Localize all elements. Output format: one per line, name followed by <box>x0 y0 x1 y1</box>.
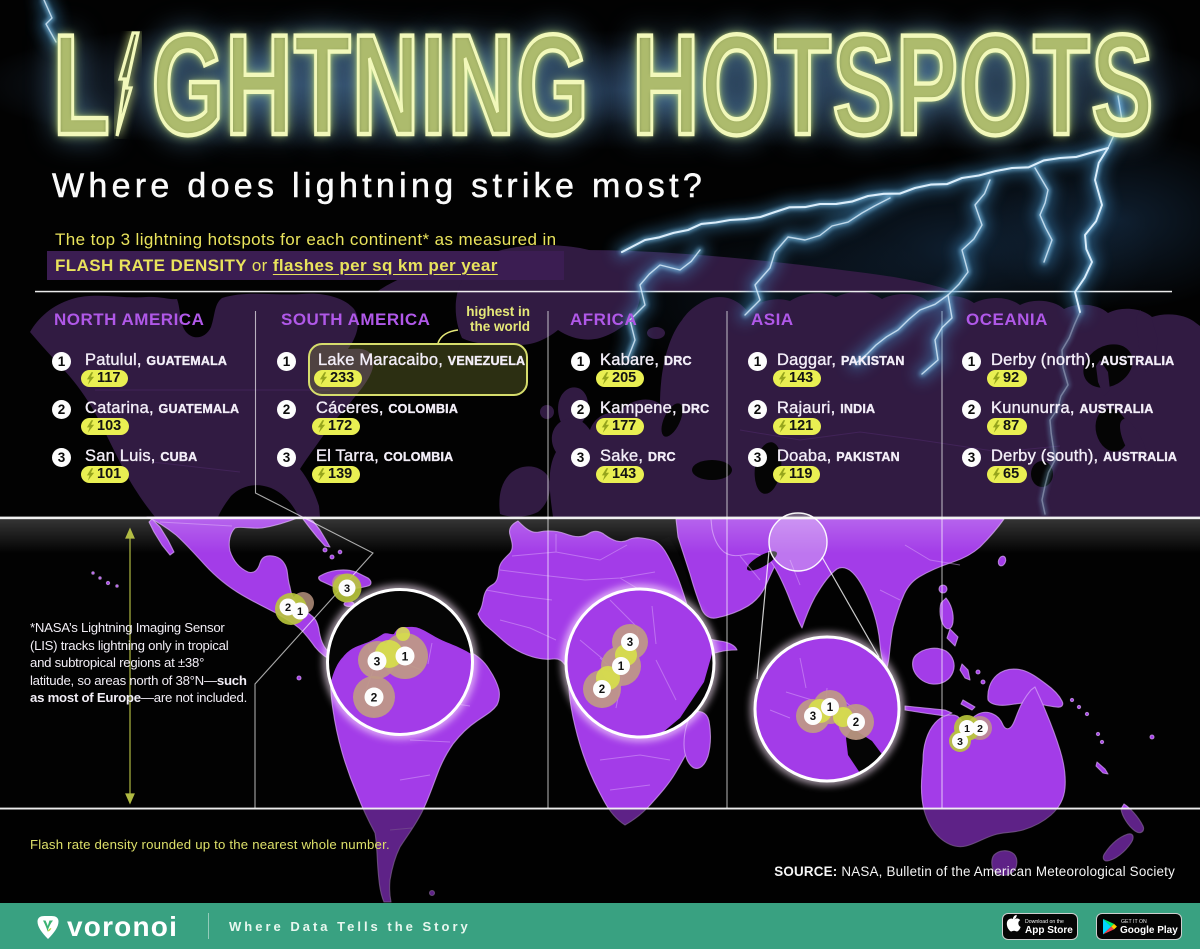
svg-text:2: 2 <box>853 717 859 729</box>
svg-text:1: 1 <box>618 661 625 673</box>
svg-text:3: 3 <box>957 736 963 748</box>
svg-text:2: 2 <box>977 723 983 735</box>
svg-text:3: 3 <box>344 583 350 595</box>
svg-text:App Store: App Store <box>1025 925 1073 936</box>
svg-text:3: 3 <box>810 711 816 723</box>
svg-text:2: 2 <box>285 602 291 614</box>
svg-text:3: 3 <box>627 637 633 649</box>
svg-text:1: 1 <box>297 606 303 618</box>
svg-text:GET IT ON: GET IT ON <box>1121 919 1147 925</box>
svg-text:2: 2 <box>599 684 605 696</box>
svg-text:1: 1 <box>827 702 834 714</box>
svg-text:1: 1 <box>402 649 409 663</box>
svg-text:2: 2 <box>371 690 378 704</box>
svg-text:Download on the: Download on the <box>1025 919 1064 925</box>
svg-text:3: 3 <box>374 654 381 668</box>
svg-text:1: 1 <box>964 723 970 735</box>
svg-text:Google Play: Google Play <box>1120 925 1178 936</box>
